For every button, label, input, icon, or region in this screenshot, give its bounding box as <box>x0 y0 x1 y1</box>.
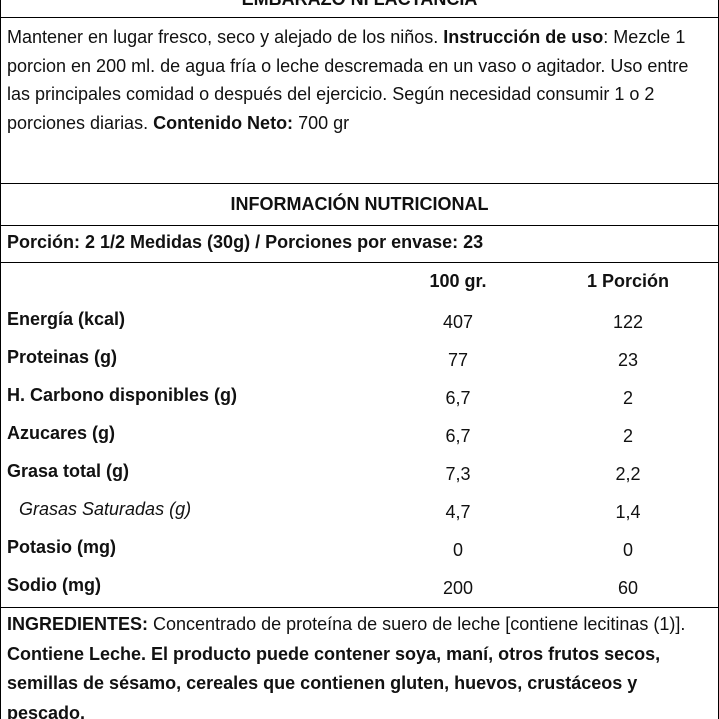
nutrient-row: Potasio (mg) 0 0 <box>1 529 718 567</box>
nutrient-value: 0 <box>452 540 463 560</box>
nutrient-value: 2 <box>622 426 633 446</box>
nutrient-name: Azucares (g) <box>7 423 116 443</box>
column-header-row: 100 gr. 1 Porción <box>1 263 718 301</box>
text-segment: Contiene Leche. El producto puede conten… <box>7 643 661 719</box>
nutrient-row: Energía (kcal) 407 122 <box>1 301 718 339</box>
nutrient-value: 2,2 <box>615 464 641 484</box>
nutrient-value: 2 <box>622 388 633 408</box>
nutrient-value: 1,4 <box>615 502 641 522</box>
nutrient-row: H. Carbono disponibles (g) 6,7 2 <box>1 377 718 415</box>
nutrient-name: Energía (kcal) <box>7 309 126 329</box>
nutrient-value: 407 <box>442 312 474 332</box>
nutrient-row: Grasas Saturadas (g) 4,7 1,4 <box>1 491 718 529</box>
storage-text: Mantener en lugar fresco, seco y alejado… <box>1 17 718 184</box>
nutrient-value: 23 <box>617 350 639 370</box>
nutrient-value: 0 <box>622 540 633 560</box>
nutrient-name: H. Carbono disponibles (g) <box>7 385 237 405</box>
header: EMBARAZO NI LACTANCIA <box>1 0 718 18</box>
text-segment: Mantener en lugar fresco, seco y alejado… <box>7 27 444 47</box>
text-segment: : Mezcle 1 porcion en 200 ml. de agua fr… <box>7 27 689 133</box>
portion: Porción: 2 1/2 Medidas (30g) / Porciones… <box>1 226 718 263</box>
text-segment: Instrucción de uso <box>443 27 604 47</box>
nutrient-value: 4,7 <box>445 502 471 522</box>
nutrient-value: 60 <box>617 578 639 598</box>
header-title: EMBARAZO NI LACTANCIA <box>242 0 478 9</box>
nutrient-value: 77 <box>447 350 469 370</box>
nutrient-row: Proteinas (g) 77 23 <box>1 339 718 377</box>
column-header: 100 gr. <box>429 271 487 291</box>
text-segment: Concentrado de proteína de suero de lech… <box>148 614 686 634</box>
nutrient-name: Sodio (mg) <box>7 575 101 595</box>
nutrient-value: 6,7 <box>445 388 471 408</box>
nutrient-row: Azucares (g) 6,7 2 <box>1 415 718 453</box>
nutrient-name: Potasio (mg) <box>7 537 117 557</box>
text-segment: Contenido Neto: <box>153 112 294 133</box>
nutrient-value: 7,3 <box>445 464 471 484</box>
nutrient-value: 200 <box>442 578 474 598</box>
nutrition-table: 100 gr. 1 Porción Energía (kcal) 407 122 Prot… <box>1 263 718 608</box>
nutrient-value: 122 <box>612 312 644 332</box>
nutrition-title: INFORMACIÓN NUTRICIONAL <box>1 184 718 226</box>
ingredients: INGREDIENTES: Concentrado de proteína de… <box>1 608 718 719</box>
nutrient-name: Proteinas (g) <box>7 347 118 367</box>
nutrient-row: Sodio (mg) 200 60 <box>1 567 718 605</box>
column-header: 1 Porción <box>586 271 670 291</box>
nutrient-row: Grasa total (g) 7,3 2,2 <box>1 453 718 491</box>
nutrient-value: 6,7 <box>445 426 471 446</box>
nutrient-name: Grasa total (g) <box>7 461 130 481</box>
nutrient-name: Grasas Saturadas (g) <box>19 499 192 519</box>
text-segment: INGREDIENTES: <box>7 614 149 634</box>
text-segment: 700 gr <box>293 112 350 133</box>
